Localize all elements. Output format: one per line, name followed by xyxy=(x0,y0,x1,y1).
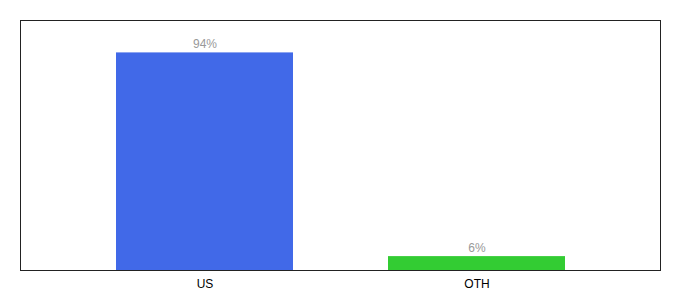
svg-text:6%: 6% xyxy=(468,241,486,255)
svg-text:US: US xyxy=(197,277,214,291)
svg-text:94%: 94% xyxy=(193,37,217,51)
svg-text:OTH: OTH xyxy=(464,277,489,291)
